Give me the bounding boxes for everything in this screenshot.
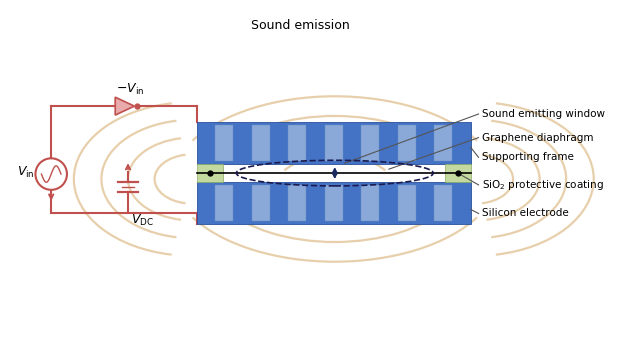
Polygon shape — [115, 97, 135, 115]
Bar — [288, 125, 307, 161]
Bar — [398, 125, 416, 161]
Bar — [445, 164, 471, 182]
Bar — [434, 125, 452, 161]
Bar — [361, 185, 379, 221]
Text: $V_{\rm in}$: $V_{\rm in}$ — [17, 165, 34, 180]
Bar — [361, 125, 379, 161]
Text: Supporting frame: Supporting frame — [483, 152, 574, 162]
Bar — [398, 185, 416, 221]
Bar — [197, 182, 471, 224]
Bar — [324, 185, 343, 221]
Bar — [324, 125, 343, 161]
Bar — [197, 122, 471, 164]
Text: $V_{\rm DC}$: $V_{\rm DC}$ — [131, 213, 154, 228]
Text: $-V_{\rm in}$: $-V_{\rm in}$ — [116, 82, 144, 97]
Bar — [434, 185, 452, 221]
Bar — [215, 125, 234, 161]
Text: Sound emitting window: Sound emitting window — [483, 109, 605, 119]
Text: SiO$_2$ protective coating: SiO$_2$ protective coating — [483, 178, 605, 192]
Bar — [251, 125, 270, 161]
Text: Graphene diaphragm: Graphene diaphragm — [483, 133, 594, 143]
Bar — [288, 185, 307, 221]
Bar — [215, 185, 234, 221]
Text: Silicon electrode: Silicon electrode — [483, 208, 569, 218]
Bar — [251, 185, 270, 221]
Bar — [197, 164, 222, 182]
Text: Sound emission: Sound emission — [251, 19, 349, 32]
